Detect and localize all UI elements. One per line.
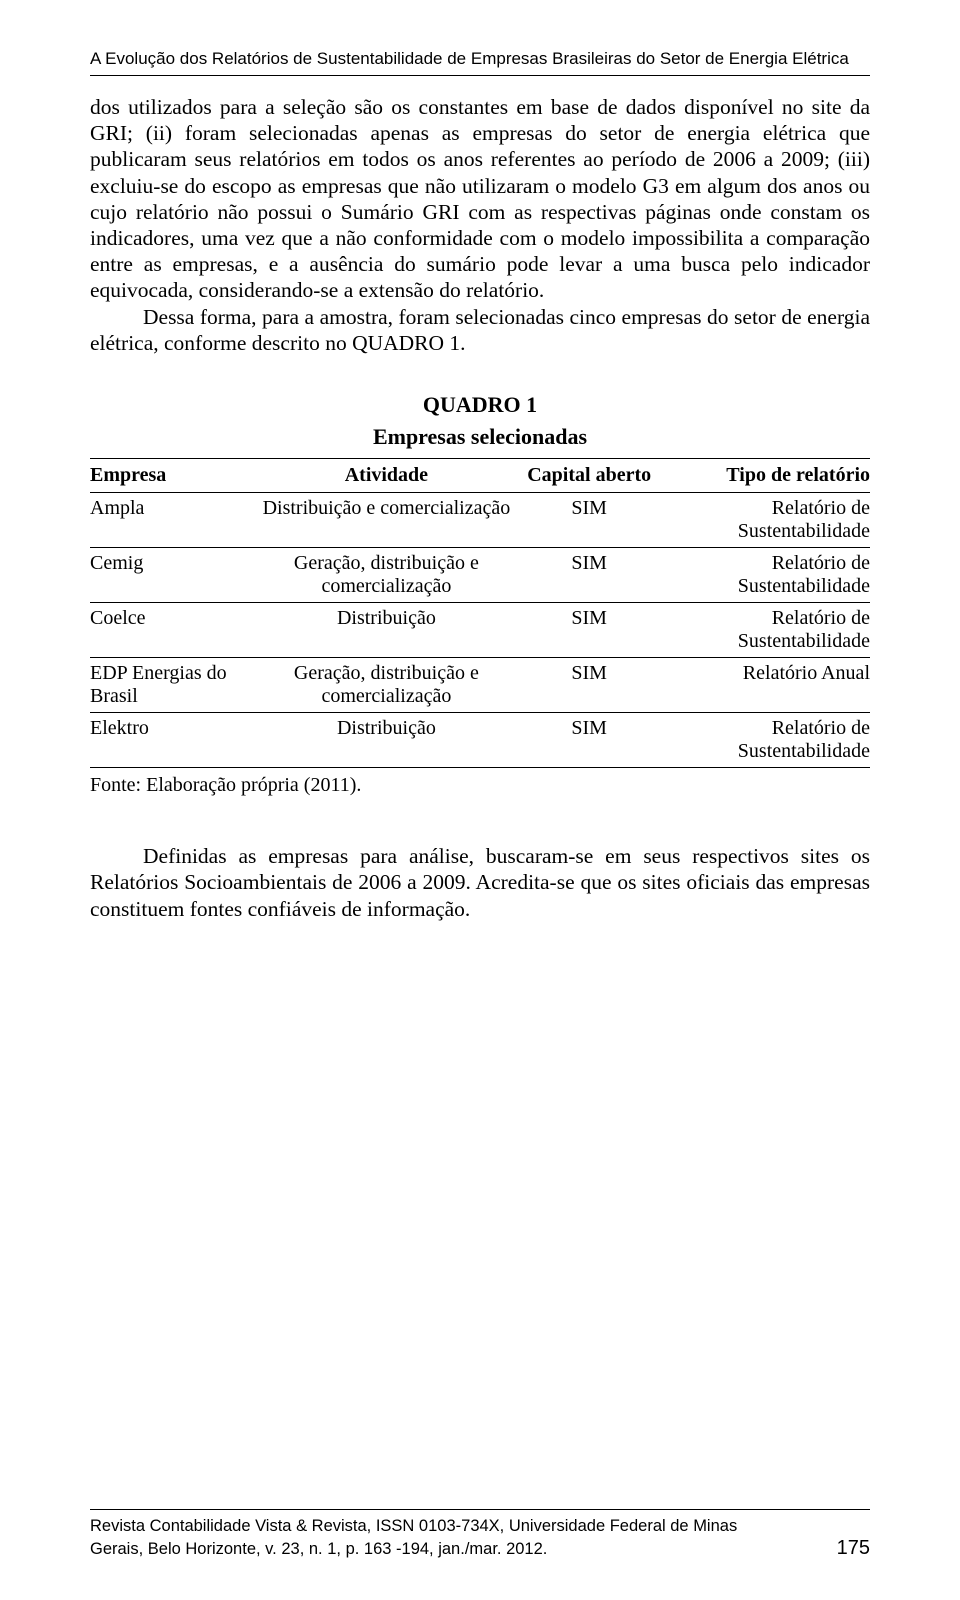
cell-empresa: Elektro xyxy=(90,713,262,768)
cell-tipo: Relatório Anual xyxy=(667,658,870,713)
cell-atividade: Geração, distribuição e comercialização xyxy=(262,658,512,713)
cell-capital: SIM xyxy=(511,658,667,713)
cell-capital: SIM xyxy=(511,713,667,768)
table-row: EDP Energias do Brasil Geração, distribu… xyxy=(90,658,870,713)
cell-empresa: Ampla xyxy=(90,493,262,548)
col-header-atividade: Atividade xyxy=(262,459,512,493)
col-header-tipo: Tipo de relatório xyxy=(667,459,870,493)
cell-capital: SIM xyxy=(511,493,667,548)
main-body: dos utilizados para a seleção são os con… xyxy=(90,94,870,356)
cell-atividade: Geração, distribuição e comercialização xyxy=(262,548,512,603)
running-title: A Evolução dos Relatórios de Sustentabil… xyxy=(90,48,870,71)
cell-atividade: Distribuição xyxy=(262,713,512,768)
cell-tipo: Relatório de Sustentabilidade xyxy=(667,603,870,658)
table-header-row: Empresa Atividade Capital aberto Tipo de… xyxy=(90,459,870,493)
col-header-capital: Capital aberto xyxy=(511,459,667,493)
col-header-empresa: Empresa xyxy=(90,459,262,493)
page-number: 175 xyxy=(837,1537,870,1560)
table-row: Elektro Distribuição SIM Relatório de Su… xyxy=(90,713,870,768)
table-subtitle: Empresas selecionadas xyxy=(90,424,870,450)
table-row: Ampla Distribuição e comercialização SIM… xyxy=(90,493,870,548)
paragraph-1: dos utilizados para a seleção são os con… xyxy=(90,94,870,304)
footer-rule xyxy=(90,1509,870,1510)
journal-info: Revista Contabilidade Vista & Revista, I… xyxy=(90,1515,750,1560)
cell-tipo: Relatório de Sustentabilidade xyxy=(667,548,870,603)
cell-capital: SIM xyxy=(511,603,667,658)
after-table-body: Definidas as empresas para análise, busc… xyxy=(90,843,870,922)
running-header: A Evolução dos Relatórios de Sustentabil… xyxy=(90,48,870,76)
cell-empresa: EDP Energias do Brasil xyxy=(90,658,262,713)
paragraph-3: Definidas as empresas para análise, busc… xyxy=(90,843,870,922)
cell-capital: SIM xyxy=(511,548,667,603)
table-row: Cemig Geração, distribuição e comerciali… xyxy=(90,548,870,603)
cell-tipo: Relatório de Sustentabilidade xyxy=(667,713,870,768)
cell-tipo: Relatório de Sustentabilidade xyxy=(667,493,870,548)
table-title: QUADRO 1 xyxy=(90,392,870,418)
companies-table: Empresa Atividade Capital aberto Tipo de… xyxy=(90,458,870,768)
cell-atividade: Distribuição xyxy=(262,603,512,658)
cell-atividade: Distribuição e comercialização xyxy=(262,493,512,548)
cell-empresa: Coelce xyxy=(90,603,262,658)
table-source: Fonte: Elaboração própria (2011). xyxy=(90,774,870,797)
paragraph-2: Dessa forma, para a amostra, foram selec… xyxy=(90,304,870,356)
cell-empresa: Cemig xyxy=(90,548,262,603)
page-footer: Revista Contabilidade Vista & Revista, I… xyxy=(90,1509,870,1560)
header-rule xyxy=(90,75,870,76)
table-row: Coelce Distribuição SIM Relatório de Sus… xyxy=(90,603,870,658)
